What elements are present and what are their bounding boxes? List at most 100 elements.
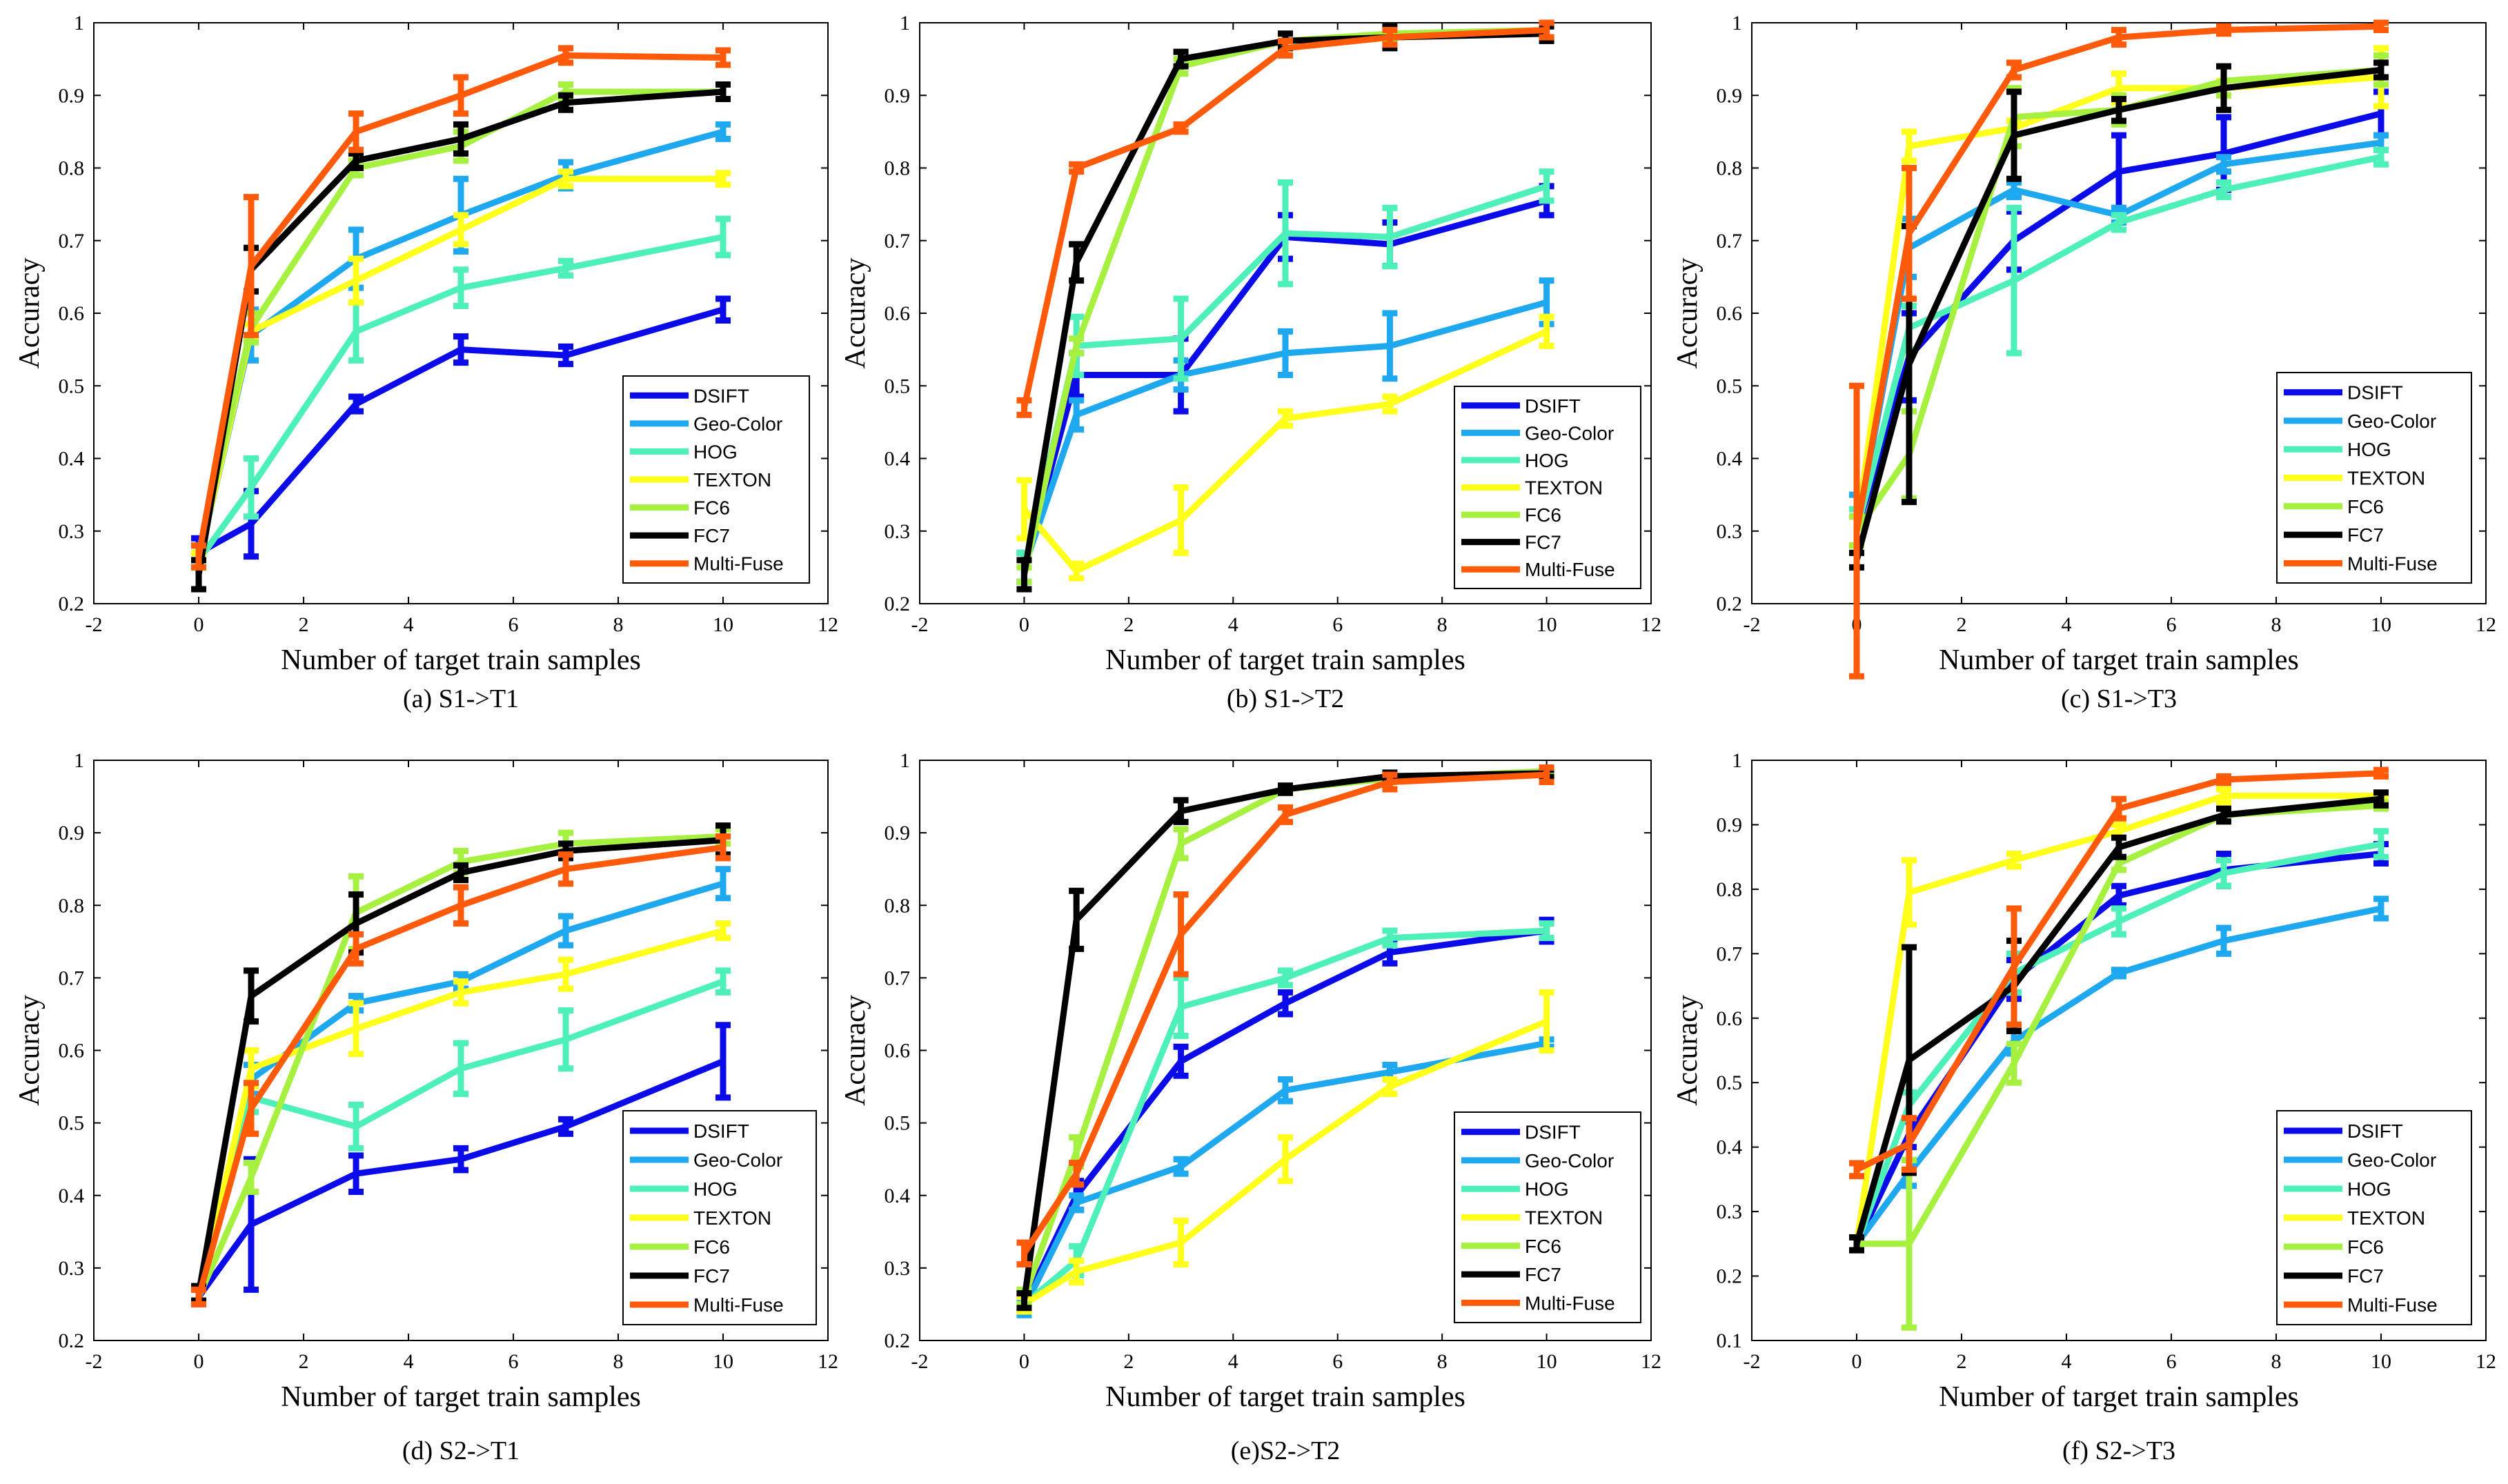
data-point <box>353 1171 359 1177</box>
data-point <box>563 971 569 978</box>
series-line <box>1855 770 2382 1173</box>
x-tick-label: 12 <box>818 1350 838 1373</box>
x-tick-label: 10 <box>713 613 733 636</box>
legend-label: DSIFT <box>1525 395 1581 417</box>
data-point <box>353 328 359 335</box>
data-point <box>2221 161 2226 168</box>
series-line <box>1021 27 1547 408</box>
chart-panel-1: -2 0 2 4 6 8 10 12 0.2 0.3 0.4 0.5 0.6 0.7 0.8 0.9 1 Numb… <box>14 12 838 713</box>
x-tick-label: 12 <box>1641 613 1661 636</box>
x-tick-label: 0 <box>194 1350 204 1373</box>
legend-label: FC7 <box>693 525 730 546</box>
data-point <box>2011 132 2017 139</box>
x-tick-label: 6 <box>1332 1350 1343 1373</box>
x-tick-label: 10 <box>1537 613 1557 636</box>
data-point <box>1543 772 1550 778</box>
x-axis-label: Number of target train samples <box>281 644 641 676</box>
y-tick-label: 1 <box>900 12 910 34</box>
data-point <box>1178 840 1184 847</box>
y-tick-label: 0.4 <box>885 1185 911 1207</box>
series-multi-fuse <box>1849 19 2389 680</box>
legend-label: Multi-Fuse <box>2347 1294 2438 1316</box>
data-point <box>248 1174 254 1180</box>
series-line <box>196 234 724 562</box>
legend-label: Geo-Color <box>1525 1150 1614 1171</box>
data-point <box>353 128 359 135</box>
x-tick-label: 10 <box>2371 613 2391 636</box>
data-point <box>1387 401 1393 407</box>
data-point <box>2378 154 2384 160</box>
series-line <box>1853 154 2382 532</box>
x-tick-label: 12 <box>2476 613 2496 636</box>
legend-label: Geo-Color <box>693 413 782 435</box>
data-point <box>720 88 726 95</box>
y-tick-label: 0.9 <box>59 84 85 107</box>
series-line <box>1854 905 2382 1246</box>
data-point <box>248 521 254 527</box>
y-tick-label: 0.3 <box>1717 1200 1743 1223</box>
legend-label: FC7 <box>1525 1264 1561 1285</box>
data-point <box>2221 870 2226 876</box>
x-axis-label: Number of target train samples <box>1939 1381 2299 1413</box>
data-point <box>720 128 726 135</box>
y-tick-label: 0.2 <box>885 1329 911 1352</box>
data-point <box>563 353 569 359</box>
x-tick-label: 8 <box>613 1350 624 1373</box>
x-tick-label: 2 <box>1957 1350 1967 1373</box>
series-texton <box>1016 313 1554 582</box>
data-point <box>1074 1149 1080 1155</box>
data-point <box>1283 811 1288 818</box>
y-tick-label: 0.3 <box>885 1257 911 1280</box>
legend-label: HOG <box>2347 439 2391 460</box>
data-point <box>2011 964 2017 970</box>
data-point <box>563 265 569 271</box>
data-point <box>2378 770 2384 776</box>
panel-caption: (d) S2->T1 <box>402 1436 520 1465</box>
x-tick-label: 4 <box>1228 1350 1238 1373</box>
data-point <box>1021 404 1027 410</box>
y-tick-label: 0.3 <box>59 1257 85 1280</box>
y-tick-label: 0.3 <box>59 520 85 543</box>
data-point <box>353 946 359 952</box>
data-point <box>1906 889 1912 896</box>
series-line <box>196 1058 724 1299</box>
y-tick-label: 0.9 <box>885 84 911 107</box>
legend-label: FC6 <box>693 1236 730 1258</box>
data-point <box>2011 277 2017 284</box>
legend-label: HOG <box>693 441 738 462</box>
data-point <box>1283 415 1288 422</box>
legend-label: Multi-Fuse <box>693 1294 784 1316</box>
data-point <box>563 176 569 182</box>
series-line <box>195 88 723 554</box>
data-point <box>1906 1057 1912 1063</box>
series-line <box>1853 66 2382 562</box>
y-axis-label: Accuracy <box>1672 995 1704 1106</box>
legend-label: FC6 <box>2347 496 2384 517</box>
series-multi-fuse <box>191 45 731 571</box>
data-point <box>563 928 569 934</box>
x-tick-label: 0 <box>1019 613 1029 636</box>
legend: DSIFT Geo-Color HOG TEXTON FC6 FC7 Multi-Fuse <box>2276 1110 2472 1325</box>
x-tick-label: 6 <box>508 1350 519 1373</box>
y-tick-label: 0.3 <box>885 520 911 543</box>
chart-panel-3: -20246810120.20.30.40.50.60.70.80.91Numb… <box>1672 12 2496 713</box>
data-point <box>2116 828 2122 834</box>
y-axis-label: Accuracy <box>1672 258 1704 369</box>
data-point <box>1387 343 1393 349</box>
legend-label: DSIFT <box>2347 382 2403 404</box>
y-tick-label: 0.1 <box>1717 1329 1743 1352</box>
y-tick-label: 1 <box>1732 749 1742 772</box>
data-point <box>2378 110 2384 117</box>
data-point <box>1178 931 1184 938</box>
data-point <box>1387 1084 1393 1090</box>
x-tick-label: 4 <box>404 1350 414 1373</box>
series-multi-fuse <box>1016 764 1554 1268</box>
series-line <box>195 52 724 557</box>
data-point <box>1283 45 1288 51</box>
data-point <box>1283 786 1288 793</box>
series-line <box>1020 770 1547 1301</box>
legend-label: Geo-Color <box>693 1149 782 1171</box>
legend-label: FC6 <box>2347 1236 2384 1258</box>
data-point <box>563 99 569 106</box>
data-point <box>2221 938 2226 944</box>
